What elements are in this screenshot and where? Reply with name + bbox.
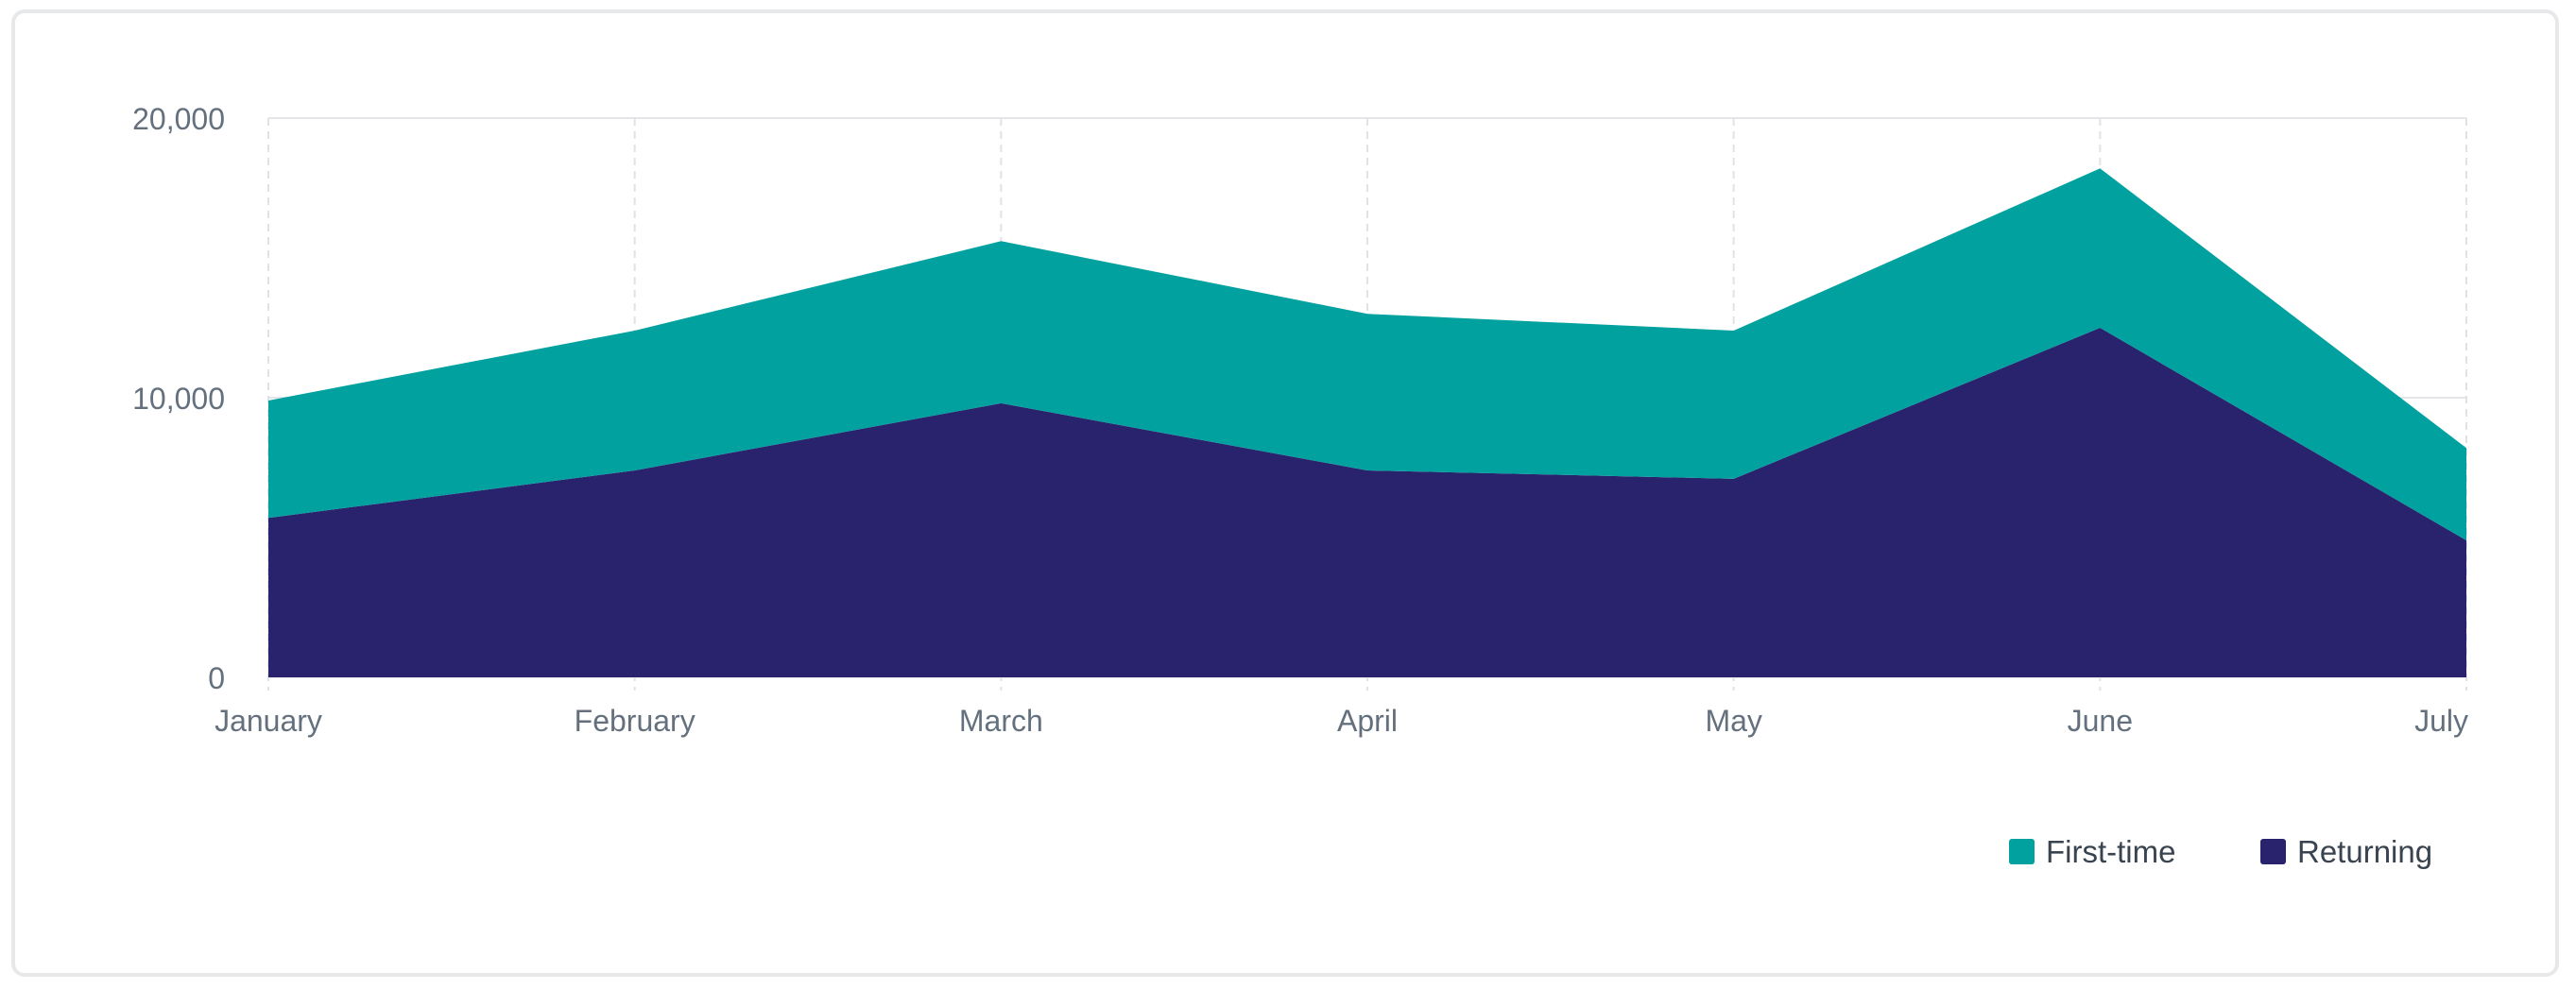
x-tick-label-march: March <box>959 704 1043 738</box>
x-tick-label-february: February <box>575 704 696 738</box>
y-tick-label-0: 0 <box>208 661 225 695</box>
y-axis: 0 10,000 20,000 <box>132 102 225 695</box>
legend-item-first-time[interactable]: First-time <box>2009 834 2175 869</box>
x-tick-label-april: April <box>1337 704 1398 738</box>
area-layer <box>268 168 2466 677</box>
legend-swatch-first-time <box>2009 839 2035 864</box>
legend-label-first-time: First-time <box>2046 834 2175 869</box>
legend-item-returning[interactable]: Returning <box>2260 834 2432 869</box>
legend-label-returning: Returning <box>2297 834 2432 869</box>
x-axis: January February March April May June July <box>215 704 2468 738</box>
area-series-first-time[interactable] <box>268 168 2466 540</box>
y-tick-label-2: 20,000 <box>132 102 225 136</box>
y-tick-label-1: 10,000 <box>132 382 225 416</box>
x-tick-label-may: May <box>1705 704 1761 738</box>
x-tick-label-june: June <box>2068 704 2133 738</box>
area-series-returning[interactable] <box>268 328 2466 677</box>
x-tick-label-january: January <box>215 704 322 738</box>
legend: First-time Returning <box>2009 834 2432 869</box>
x-tick-label-july: July <box>2414 704 2468 738</box>
legend-swatch-returning <box>2260 839 2286 864</box>
